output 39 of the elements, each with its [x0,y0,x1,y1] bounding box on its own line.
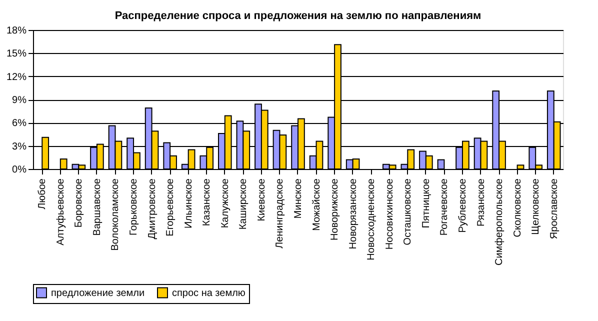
x-tick-label: Новосходненское [366,178,378,260]
x-tick-label: Ильинское [183,178,194,228]
y-tick-label: 12% [6,72,27,83]
x-tick-label: Любое [37,178,48,210]
x-tick-label: Носовихинское [384,178,396,250]
x-tick-label: Алтуфьевское [55,178,66,246]
x-tick-label: Минское [293,178,304,219]
x-tick-label: Симферопольское [494,178,506,266]
y-tick-label: 6% [12,118,27,130]
y-tick-label: 9% [12,95,27,106]
x-tick-label: Егорьевское [165,178,176,236]
x-tick-label: Боровское [74,178,85,228]
x-tick-label: Горьковское [128,178,140,236]
x-tick-label: Новорижское [330,178,341,240]
x-tick-label: Новорязанское [348,178,359,250]
y-tick-label: 15% [6,48,27,60]
x-tick-label: Варшавское [92,178,103,236]
x-tick-label: Казанское [202,178,213,226]
x-tick-label: Осташковское [402,178,414,246]
legend-label: спрос на землю [172,288,246,299]
y-tick-label: 3% [12,141,27,152]
chart-title: Распределение спроса и предложения на землю по направлениям [114,10,482,22]
x-tick-label: Рогачевское [439,178,450,236]
y-tick-label: 18% [6,26,27,36]
y-tick-label: 0% [12,164,27,176]
x-tick-label: Пятницкое [420,178,432,228]
x-tick-label: Волоколамское [110,178,122,251]
x-tick-label: Ярославское [548,178,560,240]
x-tick-label: Калужское [220,178,231,228]
legend-label: предложение земли [51,288,145,299]
x-tick-label: Ленинградское [274,178,286,248]
x-tick-label: Щелковское [530,178,542,235]
x-tick-label: Рязанское [476,178,487,227]
x-tick-label: Киевское [256,178,268,222]
x-tick-label: Дмитровское [146,178,158,240]
x-tick-label: Каширское [238,178,250,230]
x-tick-label: Можайское [311,178,322,231]
x-tick-label: Рублевское [457,178,468,233]
x-tick-label: Сколковское [512,178,524,238]
